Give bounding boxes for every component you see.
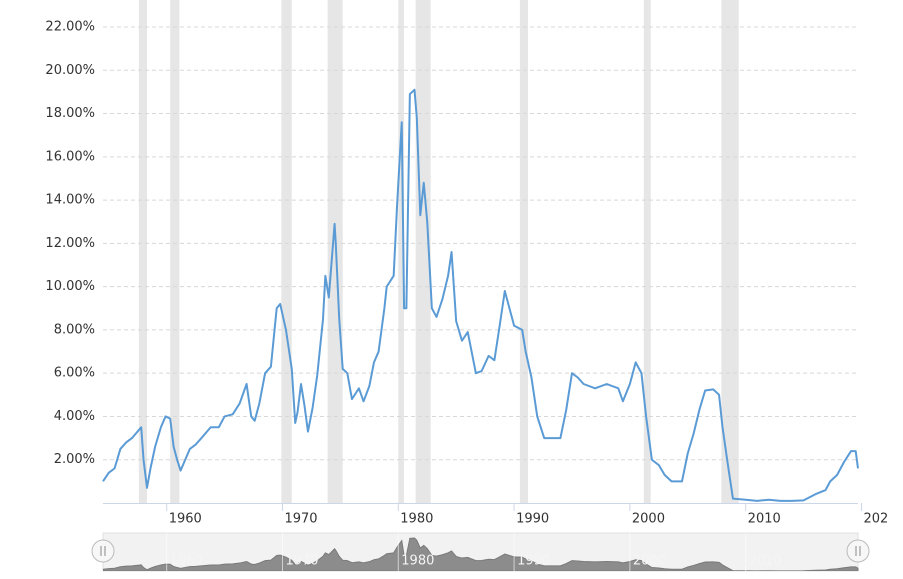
recession-band	[519, 0, 528, 503]
y-tick-label: 4.00%	[54, 409, 95, 424]
navigator-handle[interactable]	[91, 539, 115, 563]
chart-body: 2.00% 4.00% 6.00% 8.00% 10.00% 12.00% 14.00% 16…	[45, 0, 897, 572]
navigator-handle[interactable]	[846, 539, 870, 563]
y-tick-label: 22.00%	[45, 20, 95, 35]
y-tick-label: 2.00%	[54, 452, 95, 467]
navigator-tick-label: 1990	[517, 554, 550, 569]
y-tick-label: 14.00%	[45, 193, 95, 208]
x-tick-label: 2020	[863, 512, 896, 527]
recession-band	[398, 0, 405, 503]
recession-band	[281, 0, 292, 503]
navigator-tick-label: 2020	[864, 554, 897, 569]
navigator-tick-label: 1970	[285, 554, 318, 569]
x-tick-label: 2000	[632, 512, 665, 527]
x-tick-label: 1970	[284, 512, 317, 527]
navigator-area	[103, 537, 859, 571]
handle-circle	[91, 539, 115, 563]
navigator-tick-label: 2000	[633, 554, 666, 569]
recession-band	[721, 0, 739, 503]
y-tick-label: 10.00%	[45, 279, 95, 294]
y-tick-label: 20.00%	[45, 63, 95, 78]
recession-band	[170, 0, 180, 503]
handle-circle	[846, 539, 870, 563]
navigator-tick-label: 1980	[401, 554, 434, 569]
y-tick-label: 12.00%	[45, 236, 95, 251]
y-tick-label: 18.00%	[45, 106, 95, 121]
recession-band	[643, 0, 651, 503]
x-tick-label: 2010	[748, 512, 781, 527]
x-tick-label: 1980	[400, 512, 433, 527]
y-tick-label: 6.00%	[54, 366, 95, 381]
recession-band	[138, 0, 148, 503]
navigator-tick-label: 1960	[170, 554, 203, 569]
navigator-tick-label: 2010	[749, 554, 782, 569]
y-tick-label: 8.00%	[54, 322, 95, 337]
navigator: 1960 1970 1980 1990 2000 2010 2020	[91, 532, 897, 572]
x-tick-label: 1990	[516, 512, 549, 527]
recession-band	[415, 0, 431, 503]
x-tick-label: 1960	[169, 512, 202, 527]
navigator-plot: 1960 1970 1980 1990 2000 2010 2020	[103, 533, 897, 571]
y-tick-label: 16.00%	[45, 149, 95, 164]
data-line	[102, 88, 859, 502]
